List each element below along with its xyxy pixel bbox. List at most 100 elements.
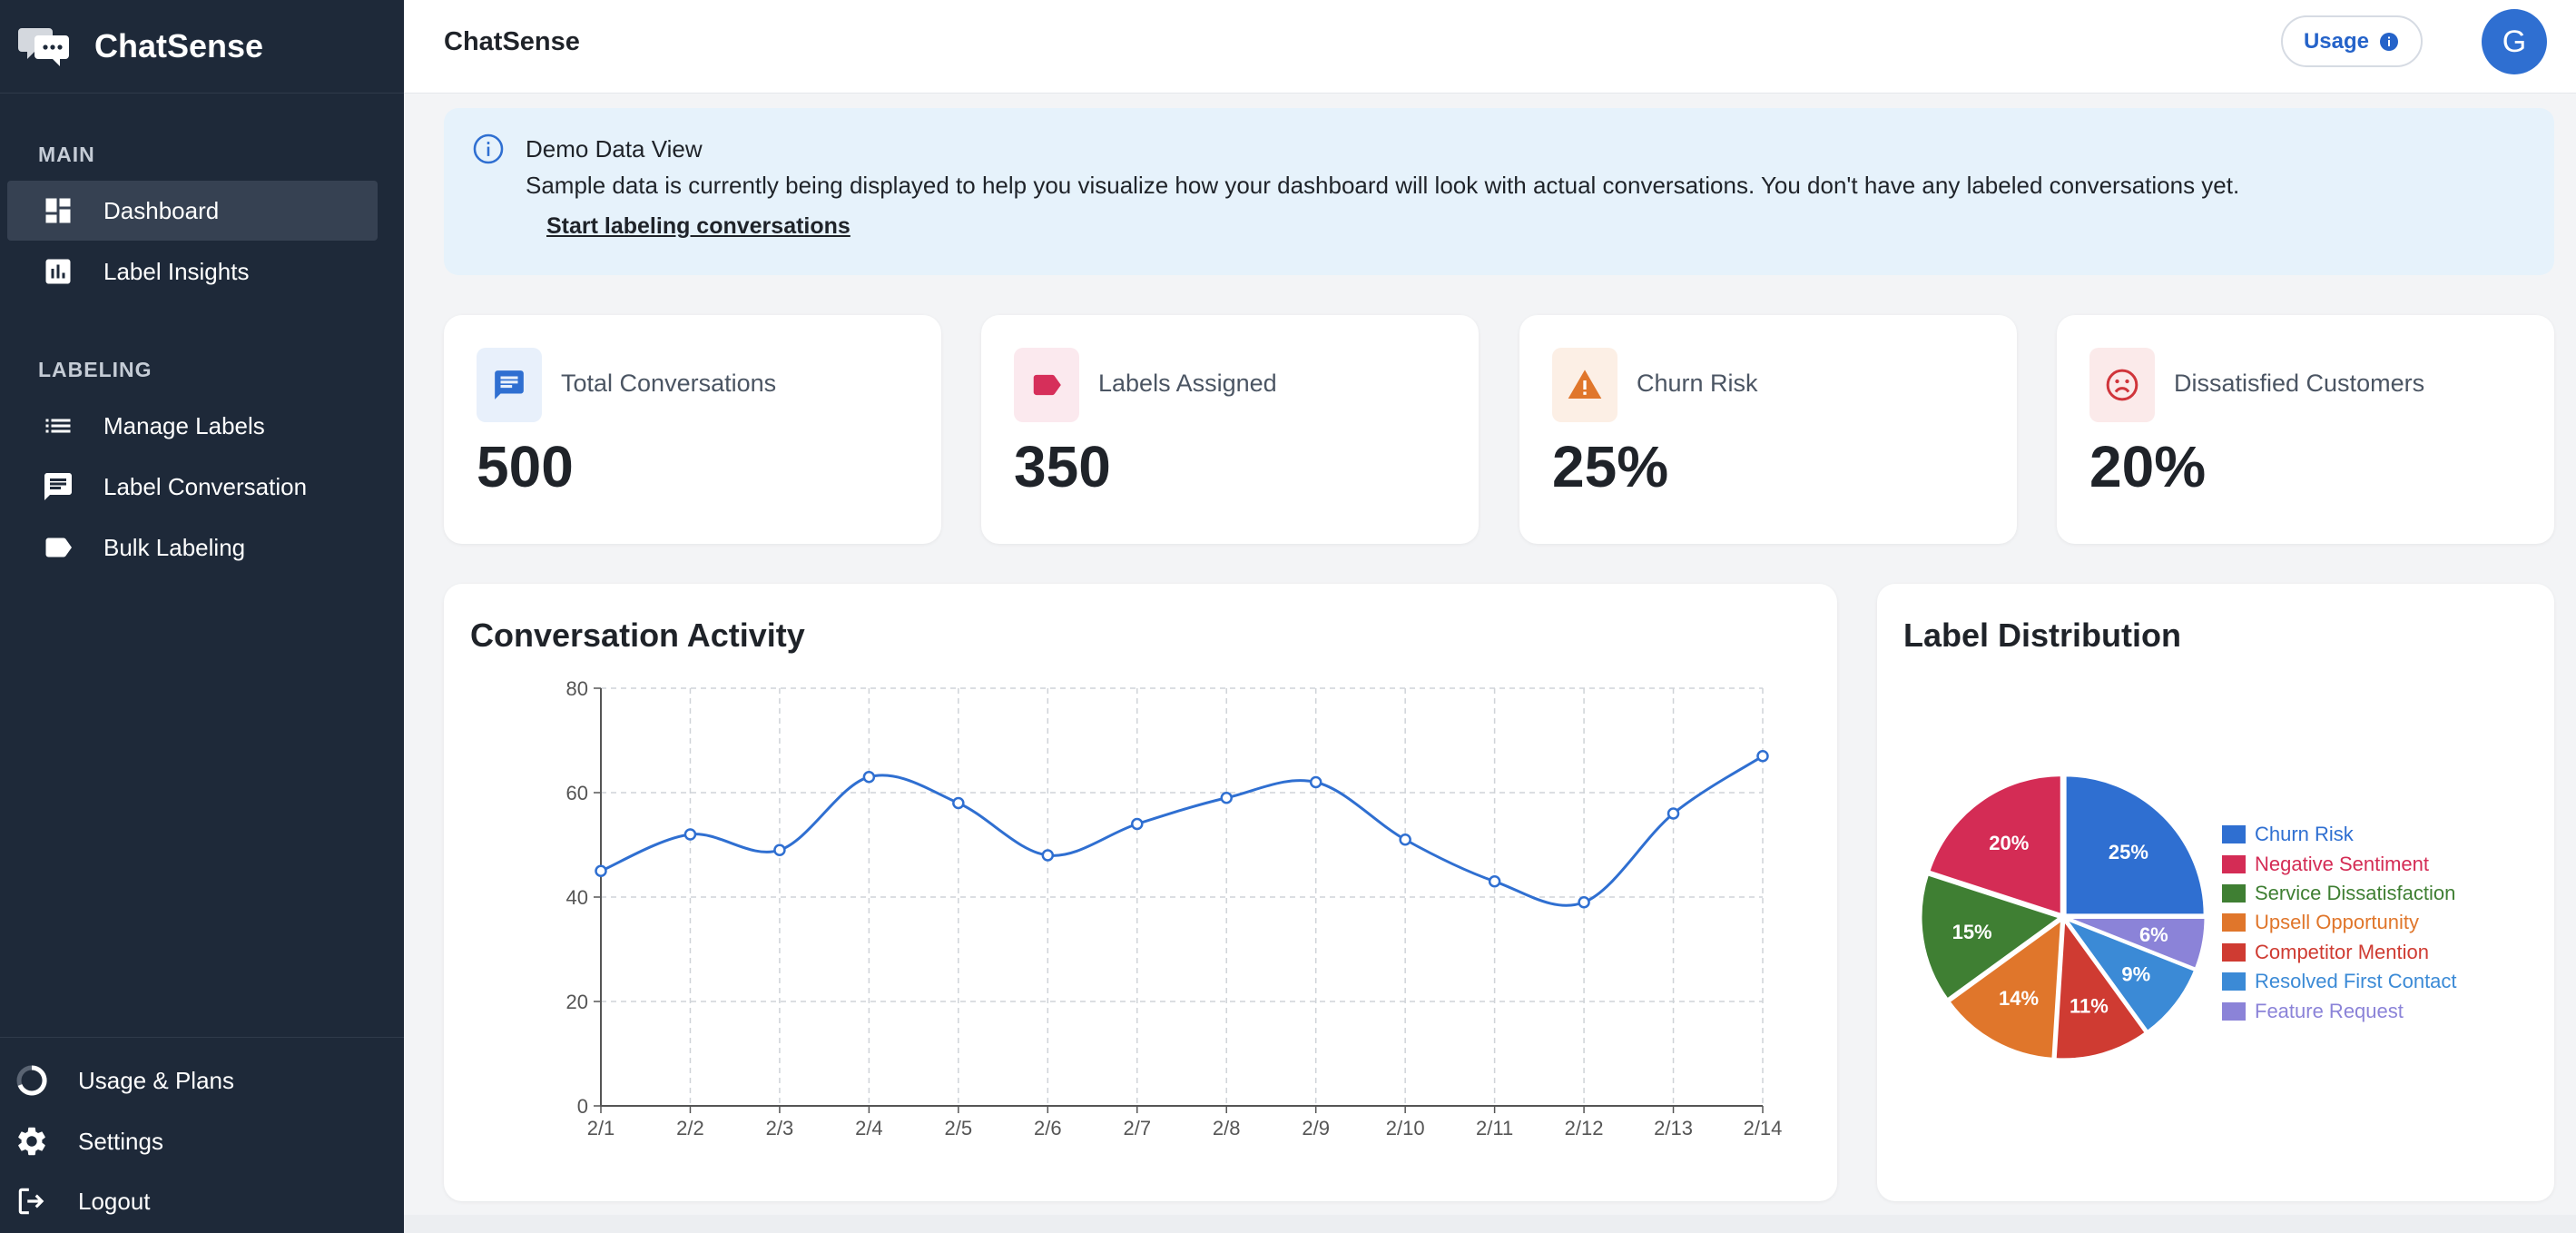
sidebar-item-label-conversation[interactable]: Label Conversation [7, 457, 378, 517]
y-tick-label: 60 [566, 782, 588, 804]
pie-slice[interactable] [2053, 915, 2148, 1061]
data-point[interactable] [683, 828, 697, 841]
stat-value: 500 [477, 434, 574, 499]
chat-icon [40, 469, 76, 505]
legend-label: Competitor Mention [2255, 940, 2429, 963]
sidebar-item-label: Label Conversation [103, 472, 308, 500]
pie-slice-label: 15% [1952, 921, 1992, 943]
stat-card-total-conversations: Total Conversations 500 [444, 315, 941, 544]
top-header: ChatSense Usage G [404, 0, 2576, 94]
message-icon [477, 348, 542, 422]
data-point[interactable] [1131, 817, 1144, 831]
legend-item[interactable]: Service Dissatisfaction [2222, 879, 2457, 908]
data-point[interactable] [1220, 792, 1233, 804]
legend-item[interactable]: Negative Sentiment [2222, 849, 2457, 878]
stat-card-churn-risk: Churn Risk 25% [1519, 315, 2017, 544]
sidebar-item-label: Label Insights [103, 257, 250, 285]
dashboard-icon [40, 192, 76, 229]
brand-name: ChatSense [94, 27, 264, 64]
sidebar-item-label: Manage Labels [103, 411, 265, 439]
sidebar-item-logout[interactable]: Logout [13, 1174, 151, 1228]
gear-icon [13, 1122, 51, 1160]
sidebar-item-manage-labels[interactable]: Manage Labels [7, 396, 378, 456]
legend-item[interactable]: Churn Risk [2222, 820, 2457, 849]
logout-icon [13, 1182, 51, 1220]
line-chart: 0 20 40 60 80 2/1 2/2 2/3 2/4 2/5 2/6 2/7 2/8 2/9 2/10… [566, 677, 1783, 1139]
pie-slice[interactable] [2061, 915, 2197, 1034]
legend-item[interactable]: Competitor Mention [2222, 938, 2457, 967]
legend-swatch [2222, 854, 2246, 873]
insights-icon [40, 253, 76, 290]
stat-label: Total Conversations [561, 370, 777, 397]
conversation-activity-panel: Conversation Activity 0 20 40 60 80 2/1 2/2 2/3… [444, 584, 1837, 1201]
stat-card-labels-assigned: Labels Assigned 350 [981, 315, 1479, 544]
start-labeling-link[interactable]: Start labeling conversations [546, 213, 850, 239]
legend-label: Negative Sentiment [2255, 852, 2429, 875]
pie-slice[interactable] [1946, 916, 2064, 1060]
y-tick-label: 20 [566, 991, 588, 1013]
pie-slice[interactable] [1926, 774, 2063, 917]
legend-swatch [2222, 825, 2246, 844]
pie-slice-label: 9% [2121, 962, 2150, 985]
x-tick-label: 2/7 [1123, 1117, 1151, 1139]
data-point[interactable] [1578, 896, 1590, 909]
pie-slice[interactable] [2063, 774, 2207, 917]
sidebar-item-label-insights[interactable]: Label Insights [7, 242, 378, 301]
pie-legend: Churn Risk Negative Sentiment Service Diss… [2222, 820, 2457, 1026]
pie-chart: 25% 6% 9% 11% 14% 15% 20% [1919, 774, 2207, 1061]
chat-logo-icon [18, 28, 69, 66]
legend-label: Feature Request [2255, 999, 2404, 1022]
legend-label: Resolved First Contact [2255, 970, 2457, 993]
legend-label: Churn Risk [2255, 823, 2354, 846]
legend-item[interactable]: Feature Request [2222, 996, 2457, 1025]
data-point[interactable] [1041, 849, 1055, 862]
x-tick-label: 2/4 [855, 1117, 883, 1139]
x-tick-label: 2/11 [1476, 1117, 1513, 1139]
sidebar-item-label: Bulk Labeling [103, 533, 246, 561]
data-point[interactable] [1756, 750, 1769, 763]
data-point[interactable] [862, 771, 876, 784]
y-tick-label: 0 [577, 1095, 588, 1118]
sidebar-item-settings[interactable]: Settings [13, 1114, 163, 1169]
data-point[interactable] [1309, 775, 1322, 789]
brand[interactable]: ChatSense [0, 0, 404, 94]
page-title: ChatSense [444, 27, 580, 56]
tag-icon [1014, 348, 1079, 422]
sidebar-item-dashboard[interactable]: Dashboard [7, 181, 378, 241]
sidebar-item-usage-plans[interactable]: Usage & Plans [13, 1053, 234, 1108]
stat-label: Churn Risk [1637, 370, 1758, 397]
data-point[interactable] [1488, 875, 1501, 888]
pie-slice-label: 14% [1999, 987, 2039, 1010]
info-icon [2380, 32, 2399, 51]
legend-label: Upsell Opportunity [2255, 911, 2419, 934]
section-title-main: MAIN [38, 143, 95, 166]
data-point[interactable] [1667, 807, 1680, 820]
stat-label: Dissatisfied Customers [2174, 370, 2425, 397]
usage-button-label: Usage [2303, 28, 2370, 54]
stat-card-dissatisfied-customers: Dissatisfied Customers 20% [2057, 315, 2554, 544]
data-point[interactable] [1399, 834, 1411, 846]
data-point[interactable] [773, 843, 786, 856]
usage-ring-icon [13, 1061, 51, 1100]
pie-slice-label: 20% [1989, 832, 2029, 854]
sidebar-item-bulk-labeling[interactable]: Bulk Labeling [7, 518, 378, 577]
x-tick-label: 2/8 [1213, 1117, 1241, 1139]
legend-swatch [2222, 1001, 2246, 1021]
avatar[interactable]: G [2482, 9, 2547, 74]
pie-slice[interactable] [1919, 872, 2064, 1002]
x-tick-label: 2/5 [945, 1117, 973, 1139]
data-point[interactable] [595, 864, 607, 877]
panel-title: Conversation Activity [470, 616, 805, 654]
usage-button[interactable]: Usage [2281, 15, 2423, 67]
stat-label: Labels Assigned [1098, 370, 1277, 397]
data-point[interactable] [952, 796, 965, 810]
section-title-labeling: LABELING [38, 358, 152, 381]
legend-swatch [2222, 913, 2246, 932]
series-line [600, 755, 1764, 907]
banner-title: Demo Data View [526, 135, 703, 163]
footer-item-label: Usage & Plans [78, 1066, 234, 1094]
x-tick-label: 2/10 [1386, 1117, 1425, 1139]
legend-item[interactable]: Resolved First Contact [2222, 967, 2457, 996]
legend-item[interactable]: Upsell Opportunity [2222, 908, 2457, 937]
footer-item-label: Settings [78, 1127, 163, 1155]
